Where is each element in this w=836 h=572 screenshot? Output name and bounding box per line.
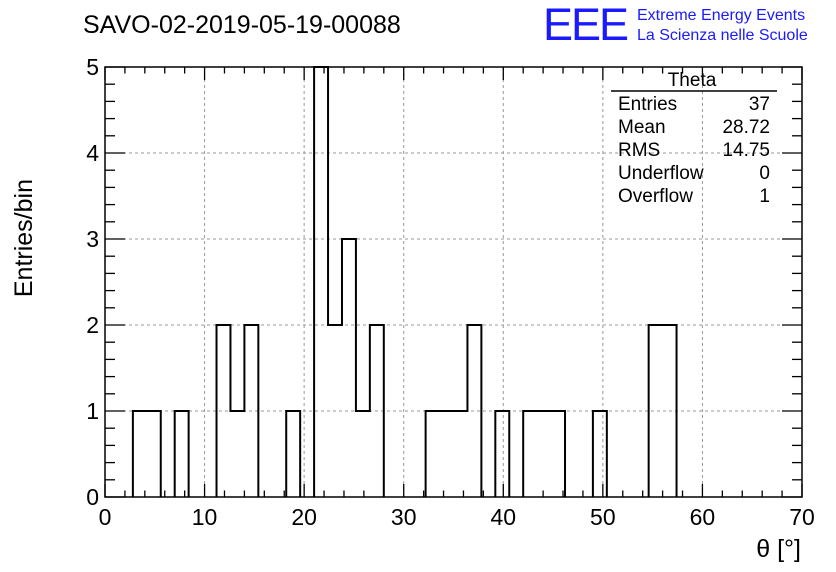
histogram-bin [147, 411, 161, 497]
x-tick-label: 0 [99, 504, 112, 530]
histogram-bin [230, 411, 244, 497]
histogram-bin [328, 325, 342, 497]
histogram-bin [454, 411, 468, 497]
y-tick-label: 4 [86, 140, 99, 166]
y-tick-label: 1 [86, 398, 99, 424]
x-tick-label: 10 [192, 504, 218, 530]
logo-line-2: La Scienza nelle Scuole [637, 27, 808, 44]
axis-ticks [104, 66, 803, 498]
y-axis-label: Entries/bin [10, 179, 38, 297]
histogram-bin [217, 325, 231, 497]
stats-box: Theta Entries 37 Mean 28.72 RMS 14.75 Underflo… [611, 70, 777, 207]
histogram-bin [663, 325, 677, 497]
stats-row-value: 0 [759, 163, 770, 184]
stats-row-label: Entries [618, 94, 677, 115]
histogram-outline [131, 66, 678, 497]
logo-line-1: Extreme Energy Events [637, 7, 805, 24]
histogram-bin [314, 67, 328, 497]
histogram-bin [342, 239, 356, 497]
histogram-line [131, 66, 678, 497]
y-tick-label: 2 [86, 312, 99, 338]
histogram-bin [426, 411, 440, 497]
stats-row-label: RMS [618, 140, 660, 161]
histogram-bin [370, 325, 384, 497]
histogram-bin [286, 411, 300, 497]
y-tick-label: 3 [86, 226, 99, 252]
x-tick-label: 30 [391, 504, 417, 530]
y-tick-label: 5 [86, 54, 99, 80]
histogram-bin [175, 411, 189, 497]
x-tick-label: 50 [590, 504, 616, 530]
histogram-bin [133, 411, 147, 497]
histogram-bin [467, 325, 481, 497]
histogram-bin [523, 411, 537, 497]
histogram-bin [551, 411, 565, 497]
x-tick-label: 40 [490, 504, 516, 530]
stats-row-label: Mean [618, 117, 666, 138]
stats-rows: Entries 37 Mean 28.72 RMS 14.75 Underflow 0 Over… [618, 94, 770, 207]
histogram-bin [356, 411, 370, 497]
eee-logo: EEE [543, 0, 628, 50]
stats-title: Theta [668, 70, 717, 91]
stats-row-value: 14.75 [722, 140, 770, 161]
histogram-bin [244, 325, 258, 497]
histogram-bin [495, 411, 509, 497]
x-tick-label: 60 [690, 504, 716, 530]
histogram-bin [649, 325, 663, 497]
stats-row-label: Underflow [618, 163, 704, 184]
x-tick-label: 70 [789, 504, 815, 530]
x-axis-label: θ [°] [756, 535, 801, 563]
histogram-bin [537, 411, 551, 497]
stats-row-value: 28.72 [722, 117, 770, 138]
stats-row-value: 1 [759, 186, 770, 207]
x-tick-label: 20 [291, 504, 317, 530]
chart-title: SAVO-02-2019-05-19-00088 [83, 11, 401, 39]
plot-frame [104, 66, 803, 498]
stats-row-label: Overflow [618, 186, 693, 207]
histogram-bin [440, 411, 454, 497]
y-tick-label: 0 [86, 484, 99, 510]
stats-row-value: 37 [749, 94, 770, 115]
histogram-bin [593, 411, 607, 497]
